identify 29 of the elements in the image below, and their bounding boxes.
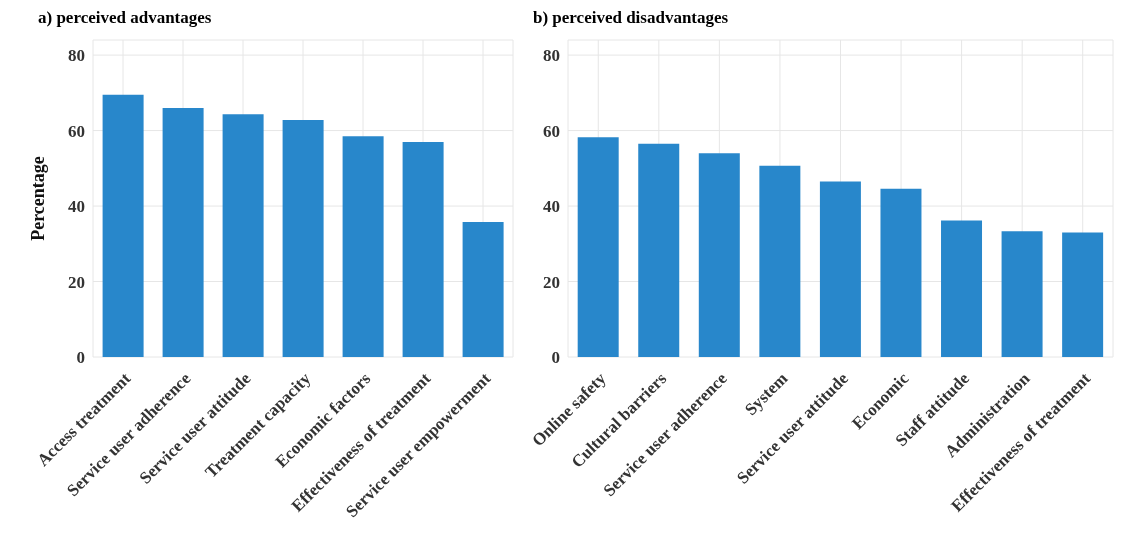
bar bbox=[759, 165, 801, 357]
chart-title: b) perceived disadvantages bbox=[533, 8, 730, 29]
bar bbox=[698, 153, 740, 357]
bar bbox=[162, 107, 204, 357]
bar bbox=[638, 143, 680, 357]
bar bbox=[222, 114, 264, 357]
y-tick-label: 20 bbox=[68, 272, 85, 292]
y-tick-label: 0 bbox=[76, 348, 85, 368]
bar bbox=[880, 188, 922, 357]
bar bbox=[1062, 232, 1104, 357]
y-tick-label: 80 bbox=[68, 46, 85, 66]
y-tick-label: 80 bbox=[543, 46, 560, 66]
bar bbox=[102, 94, 144, 357]
bar bbox=[462, 221, 504, 357]
bar bbox=[282, 120, 324, 357]
y-tick-label: 60 bbox=[543, 121, 560, 141]
bar bbox=[577, 137, 619, 357]
y-axis-title: Percentage bbox=[28, 156, 49, 241]
y-tick-label: 40 bbox=[543, 197, 560, 217]
y-tick-label: 40 bbox=[68, 197, 85, 217]
bar bbox=[941, 220, 983, 357]
bar bbox=[402, 141, 444, 357]
bar bbox=[1001, 231, 1043, 357]
bar bbox=[819, 181, 861, 357]
bar bbox=[342, 136, 384, 357]
y-tick-label: 0 bbox=[551, 348, 560, 368]
chart-title: a) perceived advantages bbox=[38, 8, 213, 29]
y-tick-label: 60 bbox=[68, 121, 85, 141]
y-tick-label: 20 bbox=[543, 272, 560, 292]
